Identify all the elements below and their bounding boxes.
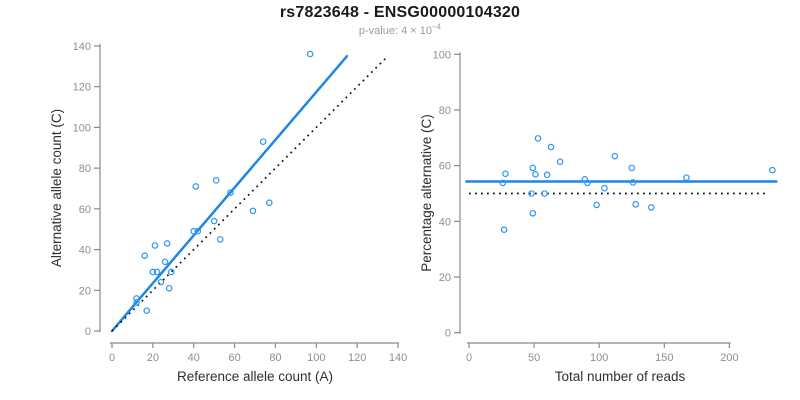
data-point (153, 268, 161, 276)
identity-line (111, 55, 389, 332)
data-point (647, 204, 655, 211)
y-axis-tick-label: 120 (73, 82, 91, 94)
x-axis-tick-label: 150 (655, 352, 673, 364)
data-point (769, 166, 776, 174)
p-value-text: p-value: 4 × 10 (358, 25, 432, 37)
x-axis-title-left: Reference allele count (A) (176, 369, 334, 384)
x-axis-tick-label: 20 (147, 352, 159, 364)
data-point (192, 183, 200, 190)
data-point (141, 252, 148, 259)
x-axis-tick-label: 0 (466, 352, 472, 364)
y-axis-tick-label: 60 (439, 161, 451, 173)
y-axis-tick-label: 140 (73, 41, 91, 53)
data-point (683, 174, 690, 181)
y-axis-tick-label: 40 (79, 245, 91, 257)
data-point (161, 258, 169, 266)
data-point (157, 278, 165, 286)
data-point (227, 189, 234, 196)
y-axis-tick-label: 20 (79, 285, 91, 297)
page-subtitle: p-value: 4 × 10−4 (0, 22, 800, 37)
data-point (547, 143, 555, 151)
x-axis-tick-label: 0 (109, 352, 115, 364)
y-axis-tick-label: 100 (433, 49, 451, 61)
data-point (306, 50, 314, 58)
y-axis-tick-label: 60 (79, 204, 91, 216)
data-point (502, 170, 509, 178)
regression-line (110, 54, 349, 333)
page-title: rs7823648 - ENSG00000104320 (279, 4, 521, 21)
data-point (532, 170, 539, 178)
x-axis-title-right: Total number of reads (554, 369, 686, 384)
y-axis-tick-label: 0 (445, 328, 451, 340)
data-point (629, 179, 637, 186)
data-point (528, 190, 535, 197)
data-point (149, 268, 157, 276)
y-axis-tick-label: 80 (439, 105, 451, 117)
data-point (529, 209, 537, 217)
data-point (499, 179, 507, 187)
data-point (266, 199, 273, 207)
data-point (216, 236, 224, 243)
y-axis-title-right: Percentage alternative (C) (419, 114, 434, 272)
data-point (534, 135, 542, 142)
data-point (259, 138, 267, 145)
data-point (543, 171, 551, 179)
data-point (133, 299, 140, 306)
percentage-vs-reads-scatter: 0 50 100 150 200 0 20 40 60 80 100 (433, 49, 778, 364)
data-point (133, 295, 140, 302)
data-point (529, 164, 537, 172)
data-point (212, 177, 220, 184)
data-point (500, 226, 508, 233)
data-point (165, 284, 173, 292)
y-axis-tick-label: 80 (79, 163, 91, 175)
y-axis-tick-label: 20 (439, 272, 451, 284)
x-axis-tick-label: 60 (228, 352, 240, 364)
data-point (190, 227, 198, 235)
data-point (163, 240, 171, 247)
x-axis-tick-label: 100 (590, 352, 608, 364)
data-point (601, 184, 608, 192)
data-point (143, 307, 151, 314)
x-axis-tick-label: 140 (389, 352, 407, 364)
data-point (151, 242, 159, 249)
x-axis-tick-label: 40 (188, 352, 200, 364)
y-axis-tick-label: 40 (439, 216, 451, 228)
data-point (628, 164, 636, 172)
x-axis-tick-label: 100 (307, 352, 325, 364)
data-point (584, 179, 591, 187)
x-axis-tick-label: 200 (720, 352, 738, 364)
data-point (611, 152, 619, 160)
y-axis-tick-label: 100 (73, 122, 91, 134)
data-point (249, 207, 257, 215)
y-axis-tick-label: 0 (85, 326, 91, 338)
allele-count-scatter: 0 20 40 60 80 100 120 140 0 20 40 60 80 100 120 140 (73, 41, 408, 364)
data-point (556, 158, 564, 166)
p-value-exponent: −4 (431, 22, 442, 32)
x-axis-tick-label: 120 (348, 352, 366, 364)
data-point (593, 201, 600, 209)
data-point (167, 268, 175, 276)
data-point (632, 201, 639, 208)
x-axis-tick-label: 80 (269, 352, 281, 364)
x-axis-tick-label: 50 (528, 352, 540, 364)
y-axis-title-left: Alternative allele count (C) (49, 108, 64, 268)
data-point (194, 227, 202, 235)
data-point (210, 217, 218, 225)
data-point (541, 190, 548, 197)
